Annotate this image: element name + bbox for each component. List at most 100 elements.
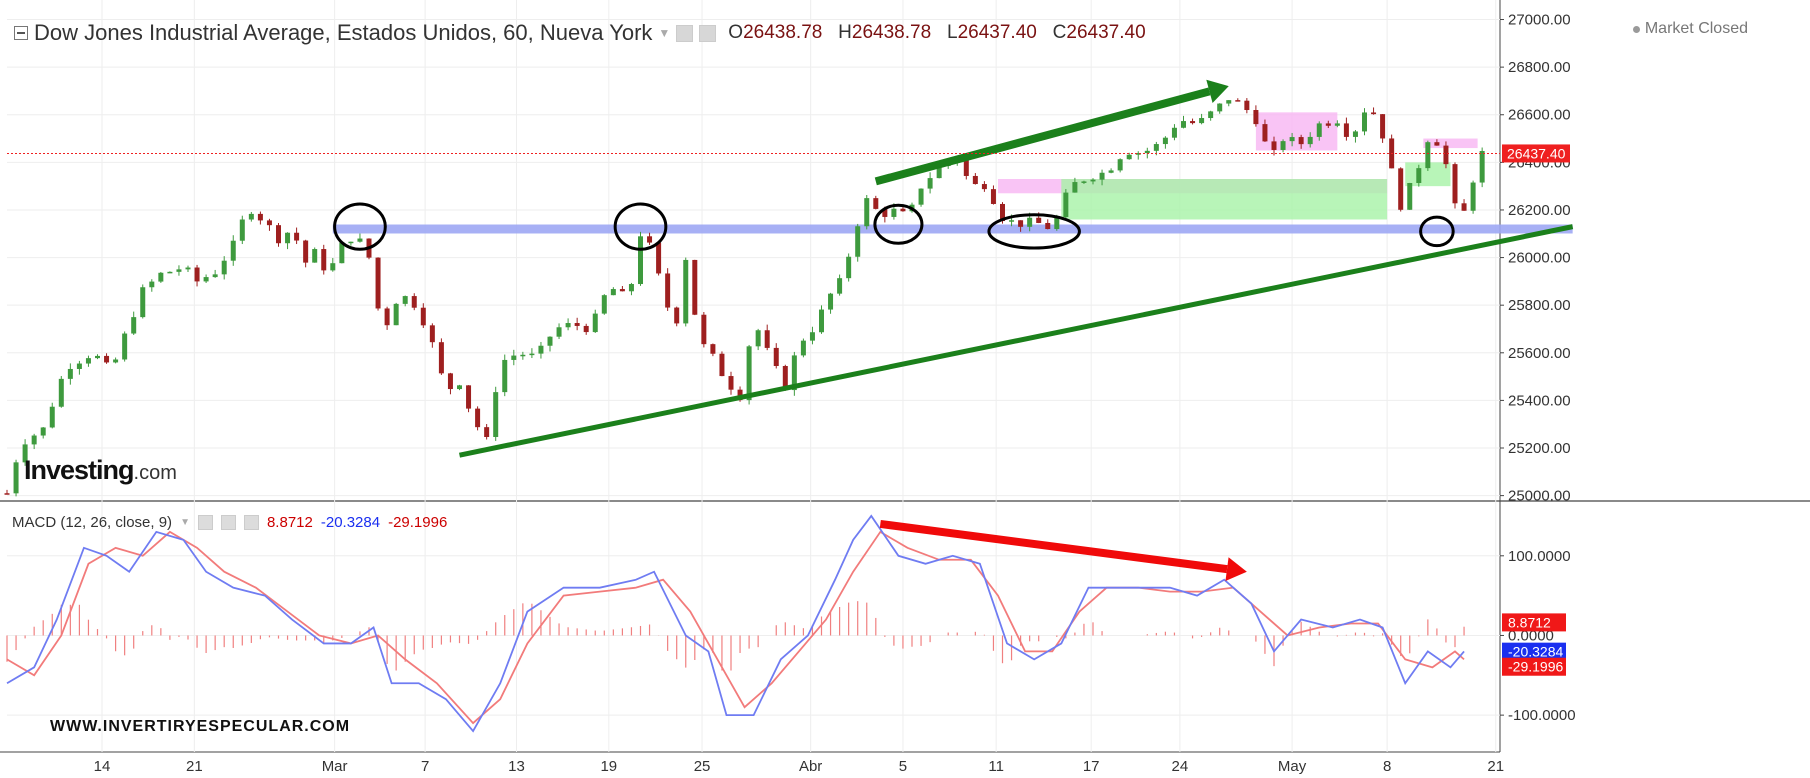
candle-body	[384, 308, 390, 326]
candle-body	[158, 272, 164, 282]
candle-body	[873, 198, 879, 209]
candle-body	[1036, 217, 1042, 223]
candle-body	[4, 493, 10, 495]
candle-body	[31, 435, 37, 445]
candle-body	[1470, 182, 1476, 211]
instrument-title[interactable]: Dow Jones Industrial Average, Estados Un…	[34, 20, 653, 45]
histogram-badge-text: 8.8712	[1508, 614, 1551, 630]
candle-body	[420, 307, 426, 326]
candle-body	[402, 296, 408, 304]
y-tick-label: 27000.00	[1508, 12, 1571, 29]
candle-body	[1244, 100, 1250, 111]
candle-body	[1380, 114, 1386, 139]
macd-label[interactable]: MACD (12, 26, close, 9)	[12, 514, 173, 531]
candle-body	[1479, 150, 1485, 183]
candle-body	[1126, 154, 1132, 160]
candle-body	[1000, 203, 1005, 222]
price-up-arrow-shaft	[874, 87, 1211, 186]
candle-body	[429, 325, 435, 343]
logo-suffix: .com	[133, 462, 177, 484]
candle-body	[185, 267, 191, 270]
macd-header: MACD (12, 26, close, 9) ▼ 8.8712 -20.328…	[12, 514, 447, 531]
candle-body	[140, 287, 146, 318]
y-tick-label: 25400.00	[1508, 392, 1571, 409]
macd-down-arrow-shaft	[879, 519, 1228, 574]
candle-body	[1371, 112, 1377, 115]
candle-body	[13, 462, 19, 494]
close-value: 26437.40	[1066, 22, 1146, 43]
candle-body	[348, 241, 354, 244]
candle-body	[1316, 123, 1322, 137]
candle-body	[963, 159, 969, 176]
candle-body	[927, 178, 933, 189]
x-tick-label: May	[1278, 758, 1307, 775]
candle-body	[1416, 168, 1422, 183]
circle-mar	[333, 202, 387, 251]
candle-body	[791, 355, 797, 391]
logo-brand: Investing	[24, 455, 135, 485]
candle-body	[719, 353, 725, 377]
candle-body	[266, 220, 272, 226]
macd-badge	[1502, 642, 1566, 661]
green-zone-1	[1061, 179, 1388, 220]
candle-body	[1027, 217, 1033, 227]
candle-body	[773, 347, 779, 367]
candle-body	[1063, 192, 1069, 218]
candle-body	[1307, 136, 1313, 145]
candle-body	[131, 317, 137, 334]
candle-body	[276, 225, 281, 244]
gear-icon[interactable]	[699, 24, 717, 42]
candle-body	[1461, 203, 1467, 211]
candle-body	[1398, 168, 1404, 210]
candle-body	[248, 213, 254, 220]
candle-body	[1362, 112, 1367, 132]
y-tick-label: 26600.00	[1508, 107, 1571, 124]
candle-body	[375, 257, 381, 309]
chevron-down-icon[interactable]: ▼	[180, 517, 190, 528]
pink-zone-3	[1423, 138, 1478, 149]
chevron-down-icon[interactable]: ▼	[658, 26, 671, 40]
open-label: O	[728, 22, 744, 43]
candle-body	[619, 289, 625, 292]
candle-body	[1271, 141, 1277, 150]
candle-body	[538, 345, 544, 354]
candle-body	[583, 325, 589, 333]
eye-icon[interactable]	[197, 515, 213, 530]
eye-icon[interactable]	[676, 24, 694, 42]
candle-body	[203, 277, 209, 282]
candle-body	[194, 267, 200, 282]
candle-body	[547, 336, 553, 346]
x-tick-label: Mar	[322, 758, 348, 775]
candle-body	[1425, 142, 1431, 169]
candle-body	[149, 281, 155, 288]
pink-zone-2	[1255, 112, 1338, 151]
candle-body	[628, 284, 634, 292]
gear-icon[interactable]	[220, 515, 236, 530]
close-icon[interactable]	[243, 515, 259, 530]
candle-body	[1190, 121, 1196, 124]
candle-body	[393, 303, 399, 326]
candle-body	[484, 427, 490, 438]
candle-body	[104, 355, 110, 363]
collapse-toggle-icon[interactable]	[14, 26, 28, 40]
candle-body	[1162, 137, 1168, 145]
candle-body	[900, 208, 906, 212]
x-tick-label: 25	[694, 758, 711, 775]
candle-body	[95, 355, 100, 359]
candle-body	[828, 293, 834, 310]
x-tick-label: 5	[899, 758, 907, 775]
circle-11	[987, 213, 1081, 250]
candle-body	[647, 236, 653, 243]
macd-line	[6, 514, 1465, 733]
candle-body	[936, 166, 942, 179]
candle-body	[1108, 170, 1114, 173]
candle-body	[764, 330, 770, 348]
candle-body	[221, 260, 227, 275]
low-label: L	[947, 22, 958, 43]
candle-body	[212, 274, 218, 278]
candle-body	[49, 406, 55, 428]
candle-body	[239, 219, 245, 241]
candle-body	[1181, 121, 1186, 128]
drawings	[7, 79, 1574, 458]
candle-body	[85, 358, 91, 364]
